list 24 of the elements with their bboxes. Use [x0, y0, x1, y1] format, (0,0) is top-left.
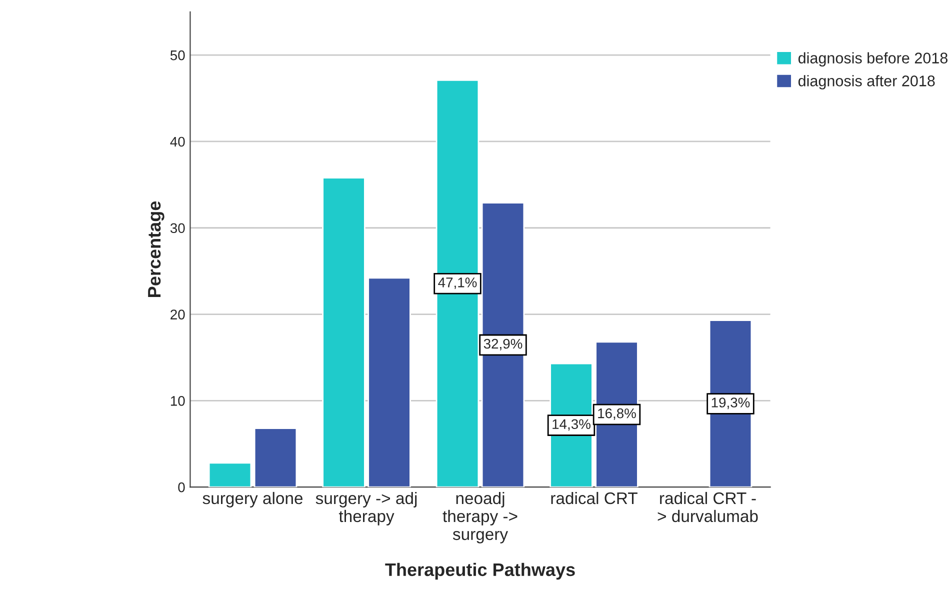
- x-tick-label: radical CRT: [551, 492, 638, 504]
- legend-label: diagnosis before 2018: [798, 52, 948, 66]
- y-axis-title: Percentage: [148, 201, 164, 297]
- y-tick-label: 40: [170, 136, 185, 147]
- x-tick-label: radical CRT - > durvalumab: [658, 492, 758, 522]
- x-tick-label: surgery -> adj therapy: [316, 492, 417, 526]
- x-tick-label: neoadj therapy -> surgery: [442, 492, 518, 544]
- bar: [254, 428, 298, 488]
- bar: [208, 462, 252, 488]
- bar: [368, 277, 411, 488]
- y-tick-label: 50: [170, 50, 185, 60]
- x-axis-title: Therapeutic Pathways: [385, 562, 575, 580]
- y-tick-label: 30: [170, 223, 185, 234]
- bar: [322, 177, 366, 488]
- data-label: 32,9%: [484, 338, 522, 350]
- data-label: 16,8%: [598, 408, 636, 420]
- legend-label: diagnosis after 2018: [798, 75, 935, 90]
- x-tick-label: surgery alone: [202, 492, 303, 508]
- y-tick-label: 20: [170, 310, 185, 320]
- y-tick-label: 0: [178, 482, 185, 492]
- y-tick-label: 10: [170, 396, 185, 406]
- data-label: 19,3%: [712, 398, 750, 410]
- data-label: 14,3%: [552, 419, 590, 431]
- data-label: 47,1%: [438, 278, 477, 289]
